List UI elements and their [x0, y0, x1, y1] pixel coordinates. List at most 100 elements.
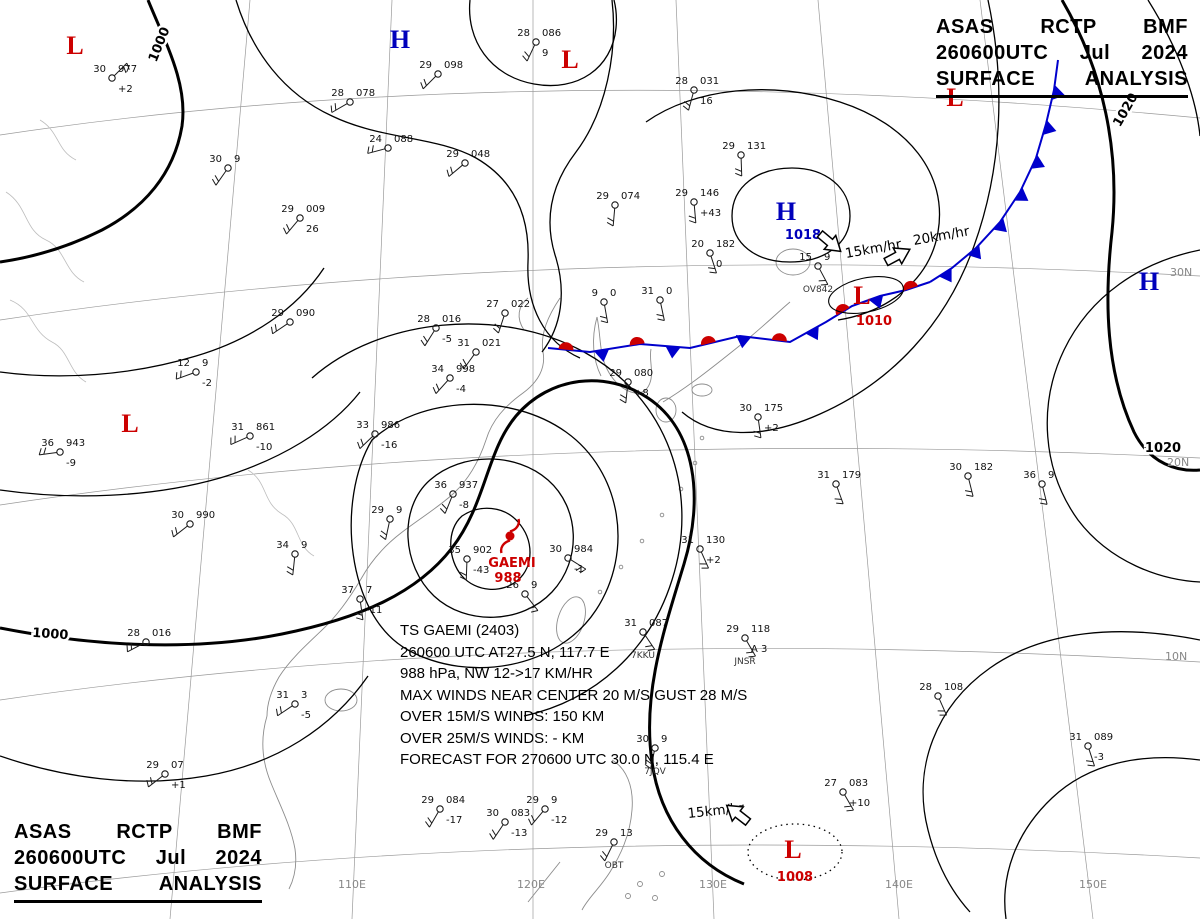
- title-line-1: ASAS RCTP BMF: [14, 821, 262, 843]
- station-value: 048: [471, 149, 490, 160]
- station-plot: 34 998 -4: [431, 364, 475, 395]
- station-value: 15: [799, 252, 812, 263]
- station-value: 31: [641, 286, 654, 297]
- pressure-center-value: 1018: [785, 228, 821, 243]
- warm-front-symbol: [629, 337, 645, 346]
- station-value: -3: [1094, 752, 1104, 763]
- station-value: 998: [456, 364, 475, 375]
- latitude-label: 20N: [1167, 456, 1189, 469]
- station-value: 26: [306, 224, 319, 235]
- station-value: 990: [196, 510, 215, 521]
- station-plot: 30 990: [171, 510, 215, 538]
- station-value: 984: [574, 544, 593, 555]
- station-value: 28: [517, 28, 530, 39]
- station-value: JNSR: [733, 657, 755, 667]
- station-plot: 29 048: [446, 149, 490, 177]
- station-value: 33: [356, 420, 369, 431]
- station-plot: 29 084 -17: [421, 795, 465, 828]
- station-value: 34: [276, 540, 289, 551]
- station-value: -13: [511, 828, 527, 839]
- station-value: OBT: [605, 861, 624, 871]
- station-plot: 30 977 +2: [93, 62, 137, 95]
- station-value: 9: [551, 795, 557, 806]
- station-value: 31: [681, 535, 694, 546]
- warm-front-symbol: [558, 342, 574, 351]
- station-plot: 36 937 -8: [434, 480, 478, 514]
- station-value: 108: [944, 682, 963, 693]
- station-value: 29: [675, 188, 688, 199]
- station-value: 118: [751, 624, 770, 635]
- station-plot: 29 118 A 3 JNSR: [726, 624, 770, 667]
- station-value: 016: [442, 314, 461, 325]
- station-value: -5: [301, 710, 311, 721]
- storm-info-line: OVER 15M/S WINDS: 150 KM: [400, 708, 605, 725]
- cold-front-symbol: [938, 267, 952, 283]
- station-value: 182: [974, 462, 993, 473]
- cold-front-symbol: [1030, 154, 1045, 169]
- station-value: 16: [700, 96, 713, 107]
- station-value: -1: [574, 564, 584, 575]
- station-plot: 31 087 7KKU: [624, 618, 668, 661]
- station-plot: 29 090: [270, 308, 315, 335]
- station-value: 29: [726, 624, 739, 635]
- station-value: 9: [202, 358, 208, 369]
- warm-front-symbol: [835, 304, 850, 316]
- station-value: 07: [171, 760, 184, 771]
- station-value: 30: [549, 544, 562, 555]
- station-value: 9: [301, 540, 307, 551]
- storm-info-line: 988 hPa, NW 12->17 KM/HR: [400, 665, 594, 682]
- cold-front-symbol: [593, 348, 610, 362]
- station-value: -9: [66, 458, 76, 469]
- station-value: 861: [256, 422, 275, 433]
- station-value: 36: [434, 480, 447, 491]
- station-value: 20: [691, 239, 704, 250]
- station-plot: 28 016 -5: [417, 314, 461, 347]
- movement-arrow-icon: [725, 804, 752, 827]
- pressure-center-l: L: [853, 281, 870, 310]
- isobar-label: 1020: [1145, 441, 1181, 456]
- station-value: 30: [209, 154, 222, 165]
- station-value: 28: [331, 88, 344, 99]
- station-plot: 31 021: [457, 338, 501, 370]
- station-plot: 30 175 +2: [739, 403, 783, 439]
- low-center-dotted-oval: [747, 823, 843, 881]
- station-plot: 29 9: [371, 505, 402, 540]
- station-plot: 36 9: [1023, 470, 1054, 505]
- station-plot: 31 130 +2: [681, 535, 725, 569]
- station-value: 29: [371, 505, 384, 516]
- station-value: -8: [459, 500, 469, 511]
- station-plot: 20 182 0: [691, 239, 735, 274]
- station-value: +2: [764, 423, 779, 434]
- station-value: 29: [271, 308, 284, 319]
- station-value: 9: [396, 505, 402, 516]
- station-value: 29: [595, 828, 608, 839]
- station-plot: 30 9 7JQV: [636, 734, 667, 777]
- station-value: -43: [473, 565, 489, 576]
- station-value: 30: [171, 510, 184, 521]
- storm-info-text: TS GAEMI (2403) 260600 UTC AT27.5 N, 117…: [400, 620, 780, 771]
- station-plot: 30 182: [949, 462, 993, 497]
- station-value: 089: [1094, 732, 1113, 743]
- latitude-label: 30N: [1170, 266, 1192, 279]
- cold-front-symbol: [992, 217, 1007, 233]
- longitude-label: 110E: [338, 878, 366, 891]
- station-value: 34: [431, 364, 444, 375]
- pressure-center-h: H: [1139, 267, 1159, 296]
- station-value: -4: [456, 384, 466, 395]
- station-value: 29: [609, 368, 622, 379]
- station-value: 131: [747, 141, 766, 152]
- station-plot: 12 9 -2: [175, 358, 212, 389]
- storm-info-line: 260600 UTC AT27.5 N, 117.7 E: [400, 643, 610, 661]
- station-value: 36: [41, 438, 54, 449]
- storm-info-line: FORECAST FOR 270600 UTC 30.0 N, 115.4 E: [400, 751, 714, 768]
- station-value: 28: [417, 314, 430, 325]
- station-value: 9: [531, 580, 537, 591]
- station-value: 29: [146, 760, 159, 771]
- station-value: +8: [634, 388, 649, 399]
- station-value: 179: [842, 470, 861, 481]
- station-plot: 31 861 -10: [230, 422, 275, 453]
